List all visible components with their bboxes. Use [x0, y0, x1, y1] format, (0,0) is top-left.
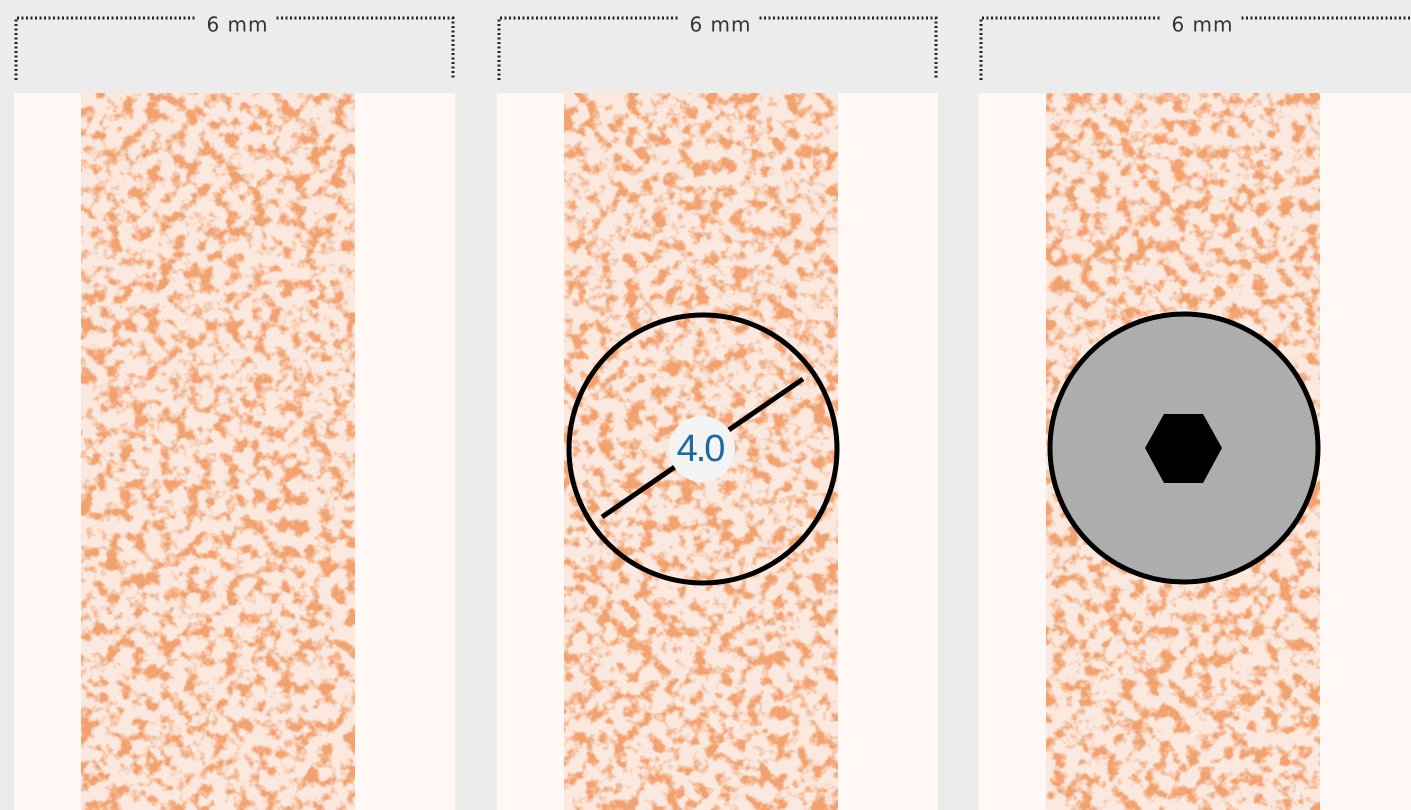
dimension-label: 6 mm: [206, 13, 268, 37]
diagram: 6 mm 6 mm 6 mm 4.0: [0, 0, 1411, 810]
bone-texture: [81, 93, 355, 810]
dimension-label: 6 mm: [1171, 13, 1233, 37]
diameter-label: 4.0: [677, 428, 725, 470]
dimension-label: 6 mm: [689, 13, 751, 37]
screw-head: [1050, 314, 1318, 582]
panel: 6 mm: [497, 13, 938, 810]
page: 6 mm6 mm6 mm 4.0 (() => { const data = J…: [0, 0, 1411, 810]
panel: 6 mm: [14, 13, 455, 810]
